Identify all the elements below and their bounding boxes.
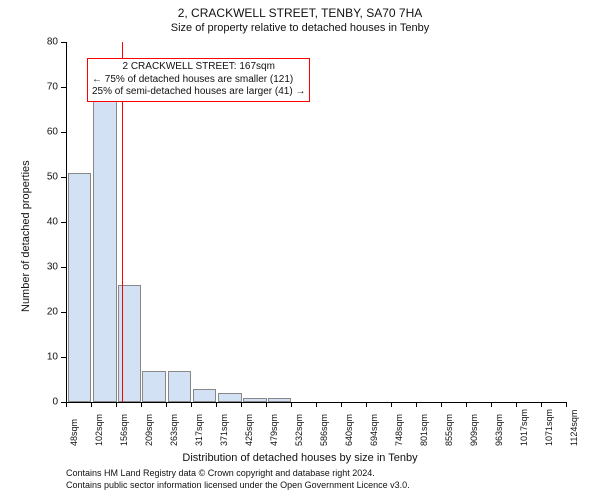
xtick-label: 963sqm bbox=[494, 414, 504, 446]
xtick-mark bbox=[516, 402, 517, 407]
xtick-label: 156sqm bbox=[119, 414, 129, 446]
xtick-mark bbox=[141, 402, 142, 407]
histogram-bar bbox=[68, 173, 92, 403]
xtick-label: 855sqm bbox=[444, 414, 454, 446]
ytick-mark bbox=[61, 177, 66, 178]
ytick-label: 10 bbox=[36, 352, 58, 363]
ytick-label: 20 bbox=[36, 307, 58, 318]
histogram-bar bbox=[118, 285, 141, 402]
xtick-mark bbox=[91, 402, 92, 407]
xtick-label: 479sqm bbox=[269, 414, 279, 446]
xtick-mark bbox=[316, 402, 317, 407]
xtick-label: 909sqm bbox=[469, 414, 479, 446]
ytick-mark bbox=[61, 312, 66, 313]
xtick-mark bbox=[266, 402, 267, 407]
xtick-label: 425sqm bbox=[244, 414, 254, 446]
xtick-mark bbox=[566, 402, 567, 407]
ytick-label: 80 bbox=[36, 37, 58, 48]
ytick-label: 50 bbox=[36, 172, 58, 183]
xtick-label: 263sqm bbox=[169, 414, 179, 446]
ytick-label: 40 bbox=[36, 217, 58, 228]
xtick-label: 48sqm bbox=[69, 419, 79, 446]
xtick-label: 586sqm bbox=[319, 414, 329, 446]
plot-area: 2 CRACKWELL STREET: 167sqm← 75% of detac… bbox=[66, 42, 567, 403]
xtick-mark bbox=[116, 402, 117, 407]
chart-title: 2, CRACKWELL STREET, TENBY, SA70 7HA bbox=[0, 6, 600, 20]
histogram-bar bbox=[93, 101, 117, 403]
xtick-label: 694sqm bbox=[369, 414, 379, 446]
xtick-label: 209sqm bbox=[144, 414, 154, 446]
xtick-label: 748sqm bbox=[394, 414, 404, 446]
xtick-mark bbox=[391, 402, 392, 407]
xtick-mark bbox=[466, 402, 467, 407]
xtick-mark bbox=[341, 402, 342, 407]
xtick-mark bbox=[291, 402, 292, 407]
chart-subtitle: Size of property relative to detached ho… bbox=[0, 22, 600, 34]
footer-line: Contains HM Land Registry data © Crown c… bbox=[66, 468, 410, 480]
xtick-mark bbox=[216, 402, 217, 407]
xtick-label: 1017sqm bbox=[519, 409, 529, 446]
ytick-label: 60 bbox=[36, 127, 58, 138]
xtick-label: 371sqm bbox=[219, 414, 229, 446]
footer-attribution: Contains HM Land Registry data © Crown c… bbox=[66, 468, 410, 491]
ytick-mark bbox=[61, 222, 66, 223]
xtick-label: 102sqm bbox=[94, 414, 104, 446]
xtick-label: 640sqm bbox=[344, 414, 354, 446]
histogram-bar bbox=[142, 371, 166, 403]
y-axis-label: Number of detached properties bbox=[20, 160, 32, 312]
xtick-mark bbox=[416, 402, 417, 407]
xtick-label: 1071sqm bbox=[544, 409, 554, 446]
ytick-mark bbox=[61, 42, 66, 43]
xtick-mark bbox=[366, 402, 367, 407]
annotation-line: 2 CRACKWELL STREET: 167sqm bbox=[92, 61, 305, 74]
xtick-label: 1124sqm bbox=[569, 410, 579, 446]
xtick-label: 801sqm bbox=[419, 414, 429, 446]
x-axis-label: Distribution of detached houses by size … bbox=[0, 452, 600, 464]
ytick-mark bbox=[61, 267, 66, 268]
annotation-line: ← 75% of detached houses are smaller (12… bbox=[92, 74, 305, 87]
ytick-label: 0 bbox=[36, 397, 58, 408]
footer-line: Contains public sector information licen… bbox=[66, 480, 410, 492]
histogram-bar bbox=[193, 389, 217, 403]
xtick-mark bbox=[191, 402, 192, 407]
xtick-mark bbox=[441, 402, 442, 407]
xtick-mark bbox=[241, 402, 242, 407]
xtick-mark bbox=[541, 402, 542, 407]
ytick-label: 30 bbox=[36, 262, 58, 273]
xtick-mark bbox=[491, 402, 492, 407]
xtick-label: 317sqm bbox=[194, 414, 204, 446]
histogram-bar bbox=[243, 398, 267, 403]
ytick-mark bbox=[61, 357, 66, 358]
xtick-mark bbox=[66, 402, 67, 407]
ytick-mark bbox=[61, 87, 66, 88]
histogram-bar bbox=[168, 371, 192, 403]
annotation-line: 25% of semi-detached houses are larger (… bbox=[92, 86, 305, 99]
histogram-bar bbox=[268, 398, 291, 403]
chart-container: 2, CRACKWELL STREET, TENBY, SA70 7HA Siz… bbox=[0, 0, 600, 500]
ytick-mark bbox=[61, 132, 66, 133]
xtick-label: 532sqm bbox=[294, 414, 304, 446]
ytick-label: 70 bbox=[36, 82, 58, 93]
annotation-box: 2 CRACKWELL STREET: 167sqm← 75% of detac… bbox=[87, 58, 310, 102]
xtick-mark bbox=[166, 402, 167, 407]
histogram-bar bbox=[218, 393, 242, 402]
